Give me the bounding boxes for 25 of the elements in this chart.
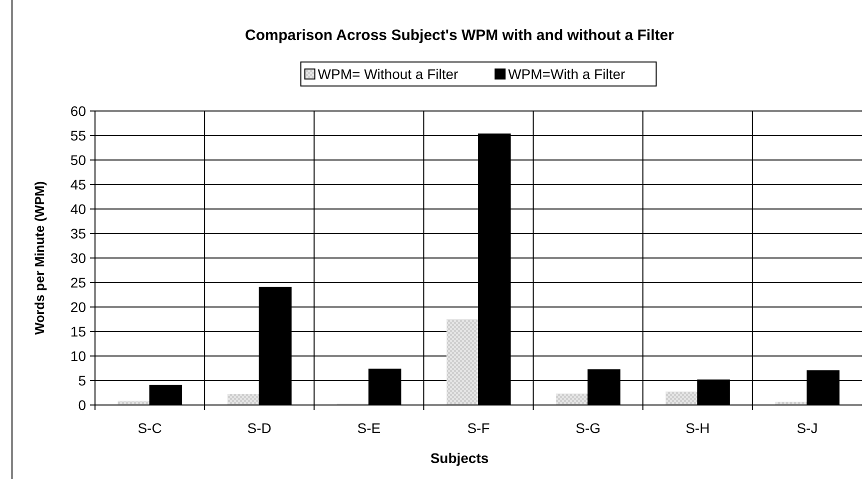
x-tick-label: S-E (357, 420, 381, 436)
x-tick-label: S-J (796, 420, 818, 436)
y-tick-label: 35 (70, 225, 86, 242)
y-tick-label: 40 (70, 200, 86, 217)
y-tick-label: 55 (70, 127, 86, 144)
x-tick-label: S-C (138, 420, 162, 436)
y-axis-title: Words per Minute (WPM) (32, 181, 47, 335)
y-tick-label: 0 (78, 396, 86, 413)
y-tick-label: 20 (70, 298, 86, 315)
y-tick-label: 10 (70, 348, 86, 364)
x-tick-label: S-H (686, 420, 710, 436)
y-tick-label: 15 (70, 323, 86, 340)
legend-label: WPM= Without a Filter (318, 66, 459, 82)
y-tick-label: 45 (70, 176, 86, 192)
x-tick-label: S-D (247, 420, 272, 436)
chart-title: Comparison Across Subject's WPM with and without a Filter (245, 27, 674, 44)
y-tick-label: 60 (70, 102, 86, 119)
x-tick-label: S-G (576, 420, 601, 436)
y-tick-label: 25 (70, 274, 86, 290)
y-tick-label: 50 (70, 152, 86, 168)
legend-label: WPM=With a Filter (508, 66, 626, 82)
x-axis-title: Subjects (430, 450, 489, 466)
y-tick-label: 5 (78, 372, 86, 388)
x-tick-label: S-F (467, 420, 490, 436)
y-tick-label: 30 (70, 250, 86, 266)
